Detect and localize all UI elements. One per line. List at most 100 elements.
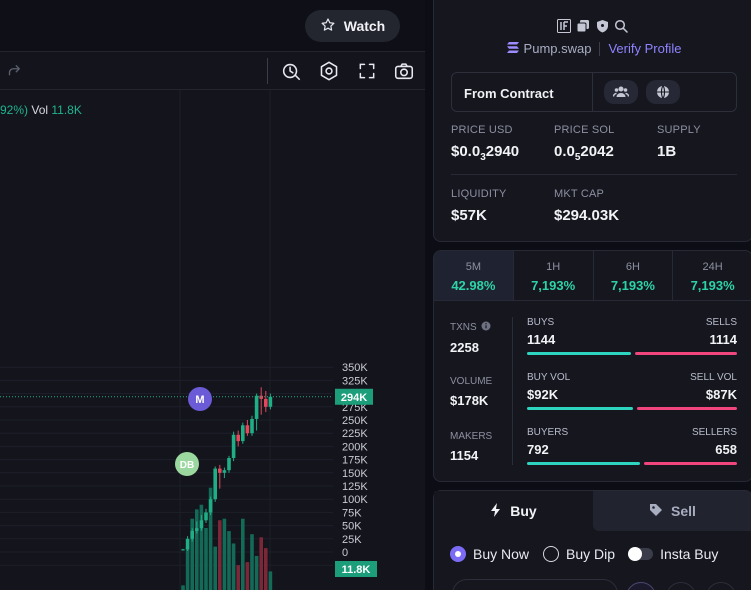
y-tick-label: 125K — [342, 481, 368, 493]
y-tick-label: 250K — [342, 415, 368, 427]
camera-icon[interactable] — [392, 59, 416, 83]
preset-button-1[interactable] — [626, 582, 656, 590]
buys-value: 1144 — [527, 332, 556, 347]
volume-stat: VOLUME $178K — [450, 376, 492, 408]
tag-icon — [649, 503, 663, 520]
sell-vol-label: SELL VOL — [690, 372, 737, 383]
sell-tab-label: Sell — [671, 503, 696, 519]
sell-fill — [636, 407, 737, 410]
chart-header: Watch — [0, 0, 425, 52]
makers-stat: MAKERS 1154 — [450, 431, 492, 463]
redo-icon[interactable] — [2, 59, 26, 83]
stat-price-sol: PRICE SOL 0.052042 — [554, 124, 615, 163]
y-tick-label: 325K — [342, 375, 368, 387]
trade-card: Buy Sell Buy Now Buy Dip Insta Buy — [433, 490, 751, 590]
community-button[interactable] — [604, 80, 638, 104]
y-tick-label: 50K — [342, 521, 362, 533]
tab-6h[interactable]: 6H 7,193% — [594, 251, 674, 300]
volume-bar — [190, 518, 194, 590]
buy-dip-radio[interactable]: Buy Dip — [543, 546, 615, 562]
candle-body — [208, 499, 213, 513]
change-fragment: 92%) — [0, 103, 29, 117]
marker-m-circle — [188, 387, 212, 411]
volume-value: $178K — [450, 393, 489, 408]
y-tick-label: 0 — [342, 547, 348, 559]
buys-sells-bar — [527, 352, 737, 355]
price-chart[interactable]: MDB350K325K300K275K250K225K200K175K150K1… — [0, 90, 425, 590]
marker-m: M — [188, 387, 212, 411]
sell-fill — [635, 352, 737, 355]
price-tag-bg — [335, 388, 373, 405]
volume-bar — [185, 546, 190, 590]
volume-bar — [268, 571, 273, 590]
candle-body — [254, 395, 259, 419]
txns-stat: TXNS 2258 — [450, 321, 491, 355]
stat-mkt-cap: MKT CAP $294.03K — [554, 188, 619, 224]
stat-label: LIQUIDITY — [451, 188, 507, 200]
stat-price-usd: PRICE USD $0.032940 — [451, 124, 519, 163]
lightning-icon — [490, 502, 502, 520]
preset-button-2[interactable] — [666, 582, 696, 590]
marker-db-circle — [175, 452, 199, 476]
buy-tab-label: Buy — [510, 503, 537, 519]
candle-body — [218, 468, 222, 473]
candle-body — [222, 470, 227, 473]
tab-1h[interactable]: 1H 7,193% — [514, 251, 594, 300]
volume-bar — [241, 518, 245, 590]
toggle-switch — [628, 547, 654, 561]
tab-24h[interactable]: 24H 7,193% — [690, 261, 735, 293]
buyers-value: 792 — [527, 442, 549, 457]
search-icon[interactable] — [614, 19, 628, 33]
volume-bar — [254, 555, 259, 590]
sell-fill — [643, 462, 737, 465]
insta-buy-toggle[interactable]: Insta Buy — [628, 546, 718, 562]
fullscreen-icon[interactable] — [355, 59, 379, 83]
website-button[interactable] — [646, 80, 680, 104]
sellers-value: 658 — [715, 442, 737, 457]
volume-bar — [213, 546, 217, 590]
watch-button[interactable]: Watch — [305, 10, 400, 42]
from-contract-divider — [592, 73, 593, 111]
stat-label: SUPPLY — [657, 124, 701, 136]
tab-5m[interactable]: 5M 42.98% — [434, 251, 514, 300]
tab-buy[interactable]: Buy — [434, 491, 593, 531]
volume-bar — [181, 585, 185, 590]
y-tick-label: 275K — [342, 402, 368, 414]
verify-profile-link[interactable]: Verify Profile — [608, 41, 682, 56]
stat-label: PRICE USD — [451, 124, 513, 136]
price-tag: 294K — [335, 388, 373, 405]
volume-bar — [208, 487, 213, 590]
buy-vol-label: BUY VOL — [527, 372, 571, 383]
candle-body — [264, 398, 268, 407]
transactions-card: 5M 42.98% 1H 7,193% 6H 7,193% 24H 7,193%… — [433, 250, 751, 482]
y-tick-label: 200K — [342, 441, 368, 453]
dex-logo-icon[interactable] — [557, 19, 571, 33]
settings-icon[interactable] — [317, 59, 341, 83]
price-tag-label: 294K — [341, 392, 367, 404]
candle-body — [199, 520, 204, 529]
buy-now-radio[interactable]: Buy Now — [450, 546, 529, 562]
volume-bar — [236, 565, 240, 590]
solana-icon — [506, 41, 519, 56]
candle-body — [190, 530, 194, 539]
tab-sell[interactable]: Sell — [593, 491, 751, 531]
token-sidebar: Pump.swap Verify Profile From Contract P… — [425, 0, 751, 590]
txns-value: 2258 — [450, 340, 479, 355]
indicator-icon[interactable] — [279, 59, 303, 83]
radio-selected-icon — [450, 546, 466, 562]
dex-link[interactable]: Pump.swap — [506, 41, 591, 56]
volume-label: VOLUME — [450, 376, 493, 387]
info-icon[interactable] — [481, 321, 491, 334]
amount-input[interactable] — [452, 579, 618, 590]
copy-icon[interactable] — [576, 19, 590, 33]
buyers-sellers-row: BUYERS SELLERS 792 658 — [527, 427, 737, 465]
volume-tag-bg — [335, 561, 377, 577]
makers-value: 1154 — [450, 448, 479, 463]
preset-button-3[interactable] — [706, 582, 736, 590]
makers-label: MAKERS — [450, 431, 493, 442]
users-icon — [613, 86, 629, 97]
candle-body — [236, 434, 240, 442]
buys-sells-row: BUYS SELLS 1144 1114 — [527, 317, 737, 355]
dex-separator — [599, 41, 601, 56]
shield-icon[interactable] — [595, 19, 609, 33]
